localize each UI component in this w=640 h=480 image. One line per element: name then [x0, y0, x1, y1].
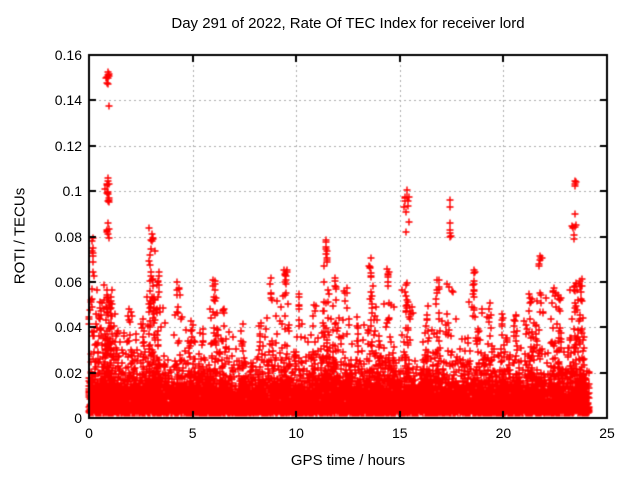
x-tick-label: 10: [288, 425, 304, 441]
y-tick-label: 0.1: [62, 183, 82, 200]
x-axis-label: GPS time / hours: [290, 452, 406, 469]
y-tick-label: 0.14: [54, 92, 82, 109]
y-tick-label: 0: [74, 410, 82, 426]
x-tick-label: 25: [599, 425, 615, 441]
x-tick-label: 15: [392, 425, 408, 441]
x-tick-label: 5: [188, 425, 197, 441]
chart-title: Day 291 of 2022, Rate Of TEC Index for r…: [171, 15, 525, 32]
y-tick-label: 0.04: [54, 319, 82, 336]
y-tick-label: 0.12: [54, 137, 82, 154]
y-tick-label: 0.08: [54, 228, 82, 245]
x-tick-label: 20: [495, 425, 512, 441]
y-tick-label: 0.02: [54, 364, 82, 381]
y-tick-label: 0.06: [54, 273, 82, 290]
x-tick-label: 0: [85, 425, 93, 441]
y-tick-label: 0.16: [54, 47, 82, 63]
